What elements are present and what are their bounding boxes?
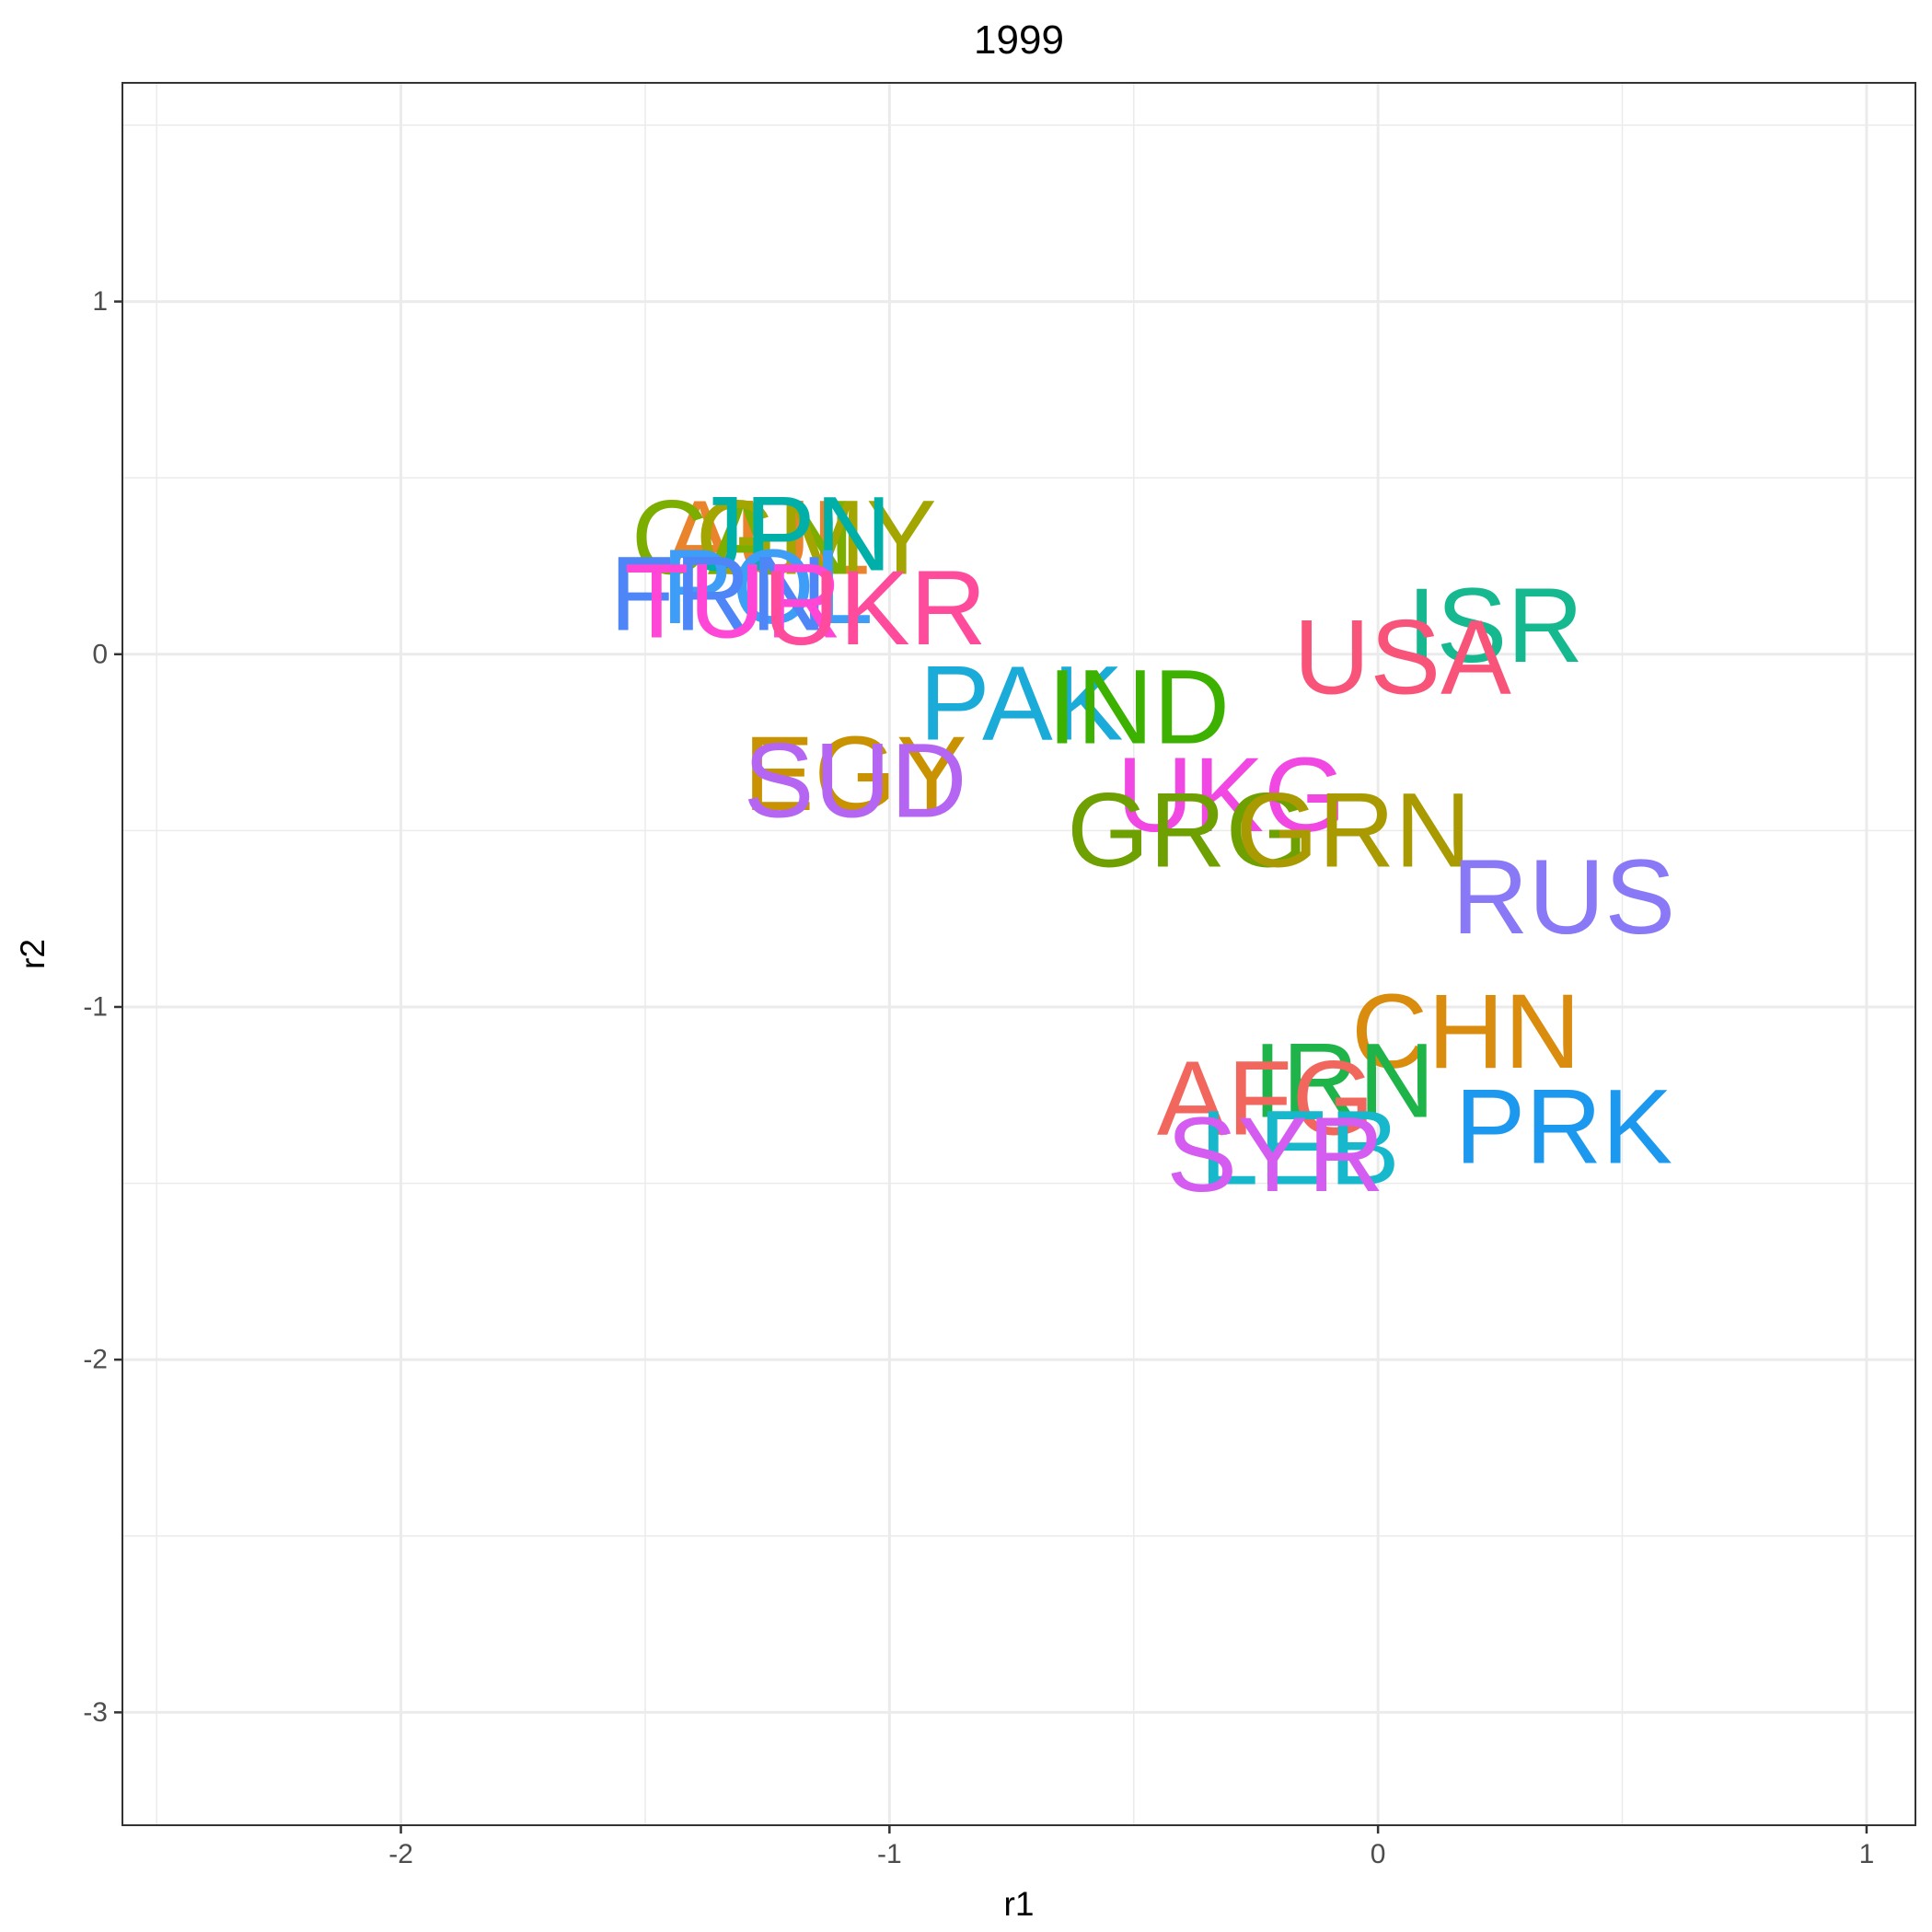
- point-label-can: CAN: [631, 479, 855, 596]
- point-label-egy: EGY: [744, 715, 967, 833]
- x-tick-label: 1: [1859, 1839, 1875, 1869]
- major-gridlines: [122, 83, 1915, 1825]
- point-label-aul: AUL: [665, 479, 871, 596]
- axis-ticks: -2 -1 0 1 1 0 -1 -2 -3: [83, 286, 1874, 1869]
- point-label-ukr: UKR: [763, 550, 987, 667]
- point-label-sud: SUD: [744, 723, 967, 840]
- panel-border: [121, 82, 1916, 1826]
- x-axis-title: r1: [1004, 1885, 1035, 1923]
- y-tick-label: -2: [83, 1345, 108, 1375]
- point-label-gmy: GMY: [696, 479, 937, 596]
- point-label-isr: ISR: [1407, 567, 1584, 685]
- point-label-irn: IRN: [1253, 1022, 1435, 1140]
- point-label-ind: IND: [1047, 648, 1230, 766]
- point-label-syr: SYR: [1166, 1096, 1383, 1214]
- point-label-rus: RUS: [1452, 839, 1675, 956]
- point-label-frn: FRN: [609, 536, 827, 654]
- point-label-pak: PAK: [920, 644, 1124, 762]
- point-label-afg: AFG: [1157, 1040, 1374, 1158]
- point-label-pol: POL: [662, 528, 873, 646]
- y-tick-label: 0: [92, 639, 108, 669]
- point-label-tur: TUR: [624, 542, 841, 660]
- y-tick-label: -1: [83, 991, 108, 1022]
- x-tick-label: -2: [388, 1839, 413, 1869]
- point-label-grn: GRN: [1236, 771, 1472, 889]
- x-tick-label: -1: [877, 1839, 902, 1869]
- point-label-jpn: JPN: [692, 475, 892, 593]
- point-label-leb: LEB: [1200, 1089, 1400, 1207]
- chart-title: 1999: [974, 17, 1064, 63]
- y-tick-label: -3: [83, 1697, 108, 1728]
- y-axis-title: r2: [14, 939, 52, 969]
- y-tick-label: 1: [92, 286, 108, 317]
- point-label-grg: GRG: [1067, 771, 1308, 889]
- point-label-usa: USA: [1293, 599, 1511, 717]
- point-label-ukg: UKG: [1116, 736, 1346, 854]
- x-tick-label: 0: [1371, 1839, 1386, 1869]
- point-label-prk: PRK: [1455, 1068, 1672, 1186]
- minor-gridlines: [122, 83, 1915, 1825]
- point-label-chn: CHN: [1351, 973, 1580, 1091]
